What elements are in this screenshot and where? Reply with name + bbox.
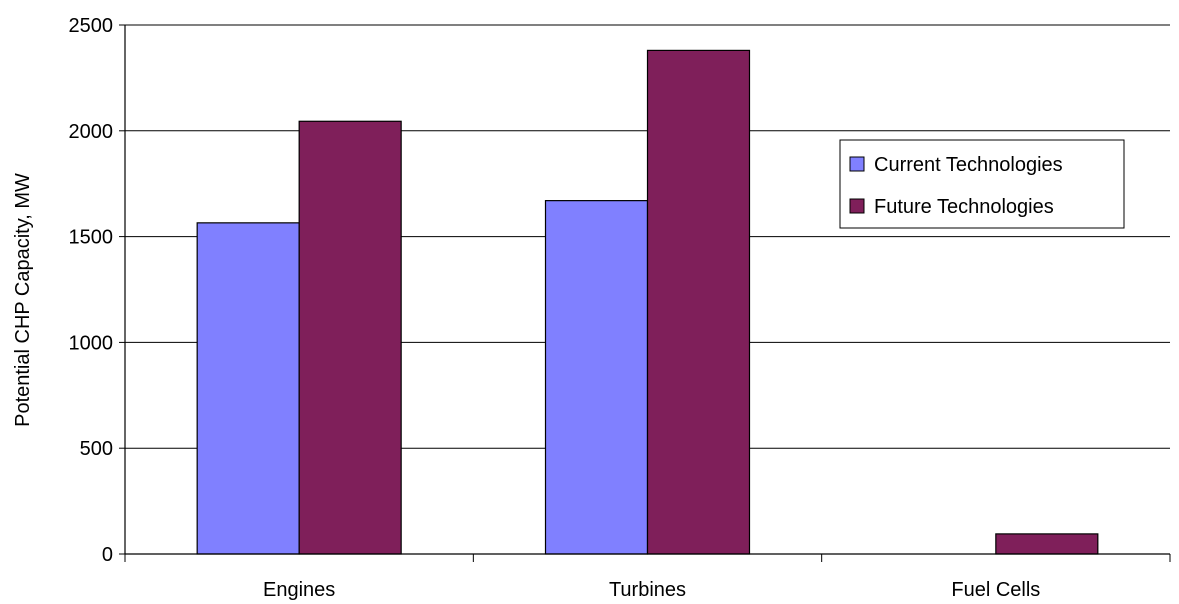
- bar-engines-future: [298, 120, 402, 555]
- legend-swatch-current: [849, 156, 865, 172]
- bar-fuel-cells-future: [995, 533, 1099, 555]
- bar-turbines-future: [646, 49, 751, 555]
- x-tick-label: Fuel Cells: [951, 579, 1040, 601]
- legend-label-current: Current Technologies: [874, 154, 1063, 176]
- tick-labels: 0 500 1000 1500 2000 2500 Engines Turbines Fuel …: [69, 15, 1041, 601]
- bar-engines-current: [196, 222, 300, 555]
- y-tick-label: 1000: [69, 332, 114, 354]
- bar-turbines-current: [544, 200, 649, 555]
- x-tick-label: Engines: [263, 579, 335, 601]
- y-tick-label: 2500: [69, 15, 114, 37]
- axes: [119, 24, 1171, 562]
- x-tick-label: Turbines: [609, 579, 686, 601]
- y-tick-label: 500: [80, 438, 113, 460]
- y-tick-label: 0: [102, 544, 113, 566]
- legend-swatch-future: [849, 198, 865, 214]
- y-tick-label: 1500: [69, 227, 114, 249]
- y-axis-title: Potential CHP Capacity, MW: [12, 173, 34, 427]
- y-tick-label: 2000: [69, 121, 114, 143]
- legend-box: [839, 139, 1125, 229]
- legend: Current Technologies Future Technologies: [839, 139, 1125, 229]
- bars: [196, 49, 1099, 555]
- legend-label-future: Future Technologies: [874, 196, 1054, 218]
